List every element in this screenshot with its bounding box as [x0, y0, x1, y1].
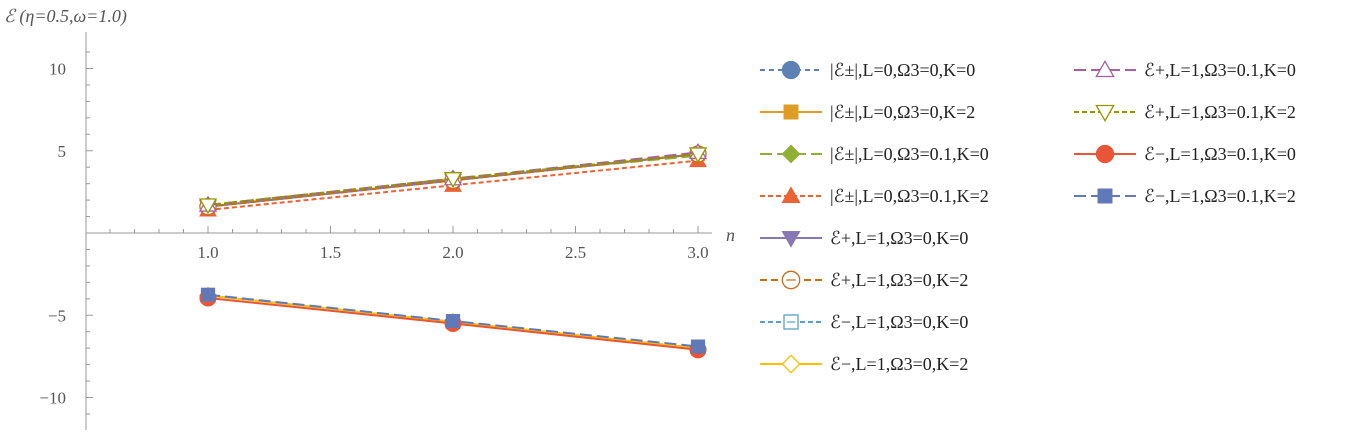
series-line	[207, 153, 699, 207]
legend-label: ℰ+,L=1,Ω3=0,K=0	[830, 228, 968, 248]
series-12	[201, 287, 705, 354]
legend-label: ℰ−,L=1,Ω3=0,K=0	[830, 312, 968, 332]
legend-swatch-marker	[1097, 188, 1113, 204]
x-axis-title: n	[726, 225, 735, 245]
series-10	[198, 147, 708, 215]
legend-item: ℰ+,L=1,Ω3=0.1,K=2	[1074, 102, 1296, 122]
data-point	[198, 198, 218, 215]
legend-label: ℰ−,L=1,Ω3=0.1,K=0	[1144, 144, 1296, 164]
legend: |ℰ±|,L=0,Ω3=0,K=0 |ℰ±|,L=0,Ω3=0,K=2 |ℰ±|,L…	[760, 60, 1296, 374]
axes: 1.0 1.5 2.0 2.5 3.0 10 5 −5 −10 n ℰ (η=0.5,ω=1.…	[4, 6, 735, 430]
x-tick-label: 1.5	[320, 243, 341, 262]
legend-swatch-marker	[1095, 60, 1115, 78]
legend-item: ℰ−,L=1,Ω3=0,K=0	[760, 312, 968, 332]
legend-item: ℰ−,L=1,Ω3=0,K=2	[760, 354, 968, 374]
y-tick-label: −5	[48, 306, 66, 325]
legend-label: |ℰ±|,L=0,Ω3=0.1,K=0	[830, 144, 989, 164]
x-tick-label: 2.0	[442, 243, 463, 262]
legend-label: |ℰ±|,L=0,Ω3=0.1,K=2	[830, 186, 989, 206]
legend-label: ℰ+,L=1,Ω3=0,K=2	[830, 270, 968, 290]
x-tick-label: 1.0	[197, 243, 218, 262]
data-point	[446, 314, 460, 329]
legend-item: ℰ+,L=1,Ω3=0.1,K=0	[1074, 60, 1296, 80]
legend-item: ℰ+,L=1,Ω3=0,K=2	[760, 270, 968, 290]
legend-item: ℰ−,L=1,Ω3=0.1,K=0	[1074, 144, 1296, 164]
legend-swatch-marker	[783, 104, 799, 120]
legend-item: |ℰ±|,L=0,Ω3=0,K=0	[760, 60, 975, 80]
x-tick-label: 3.0	[687, 243, 708, 262]
legend-item: ℰ−,L=1,Ω3=0.1,K=2	[1074, 186, 1296, 206]
x-ticks: 1.0 1.5 2.0 2.5 3.0	[109, 226, 709, 262]
data-point	[443, 172, 463, 189]
legend-item: |ℰ±|,L=0,Ω3=0,K=2	[760, 102, 975, 122]
series-line	[207, 159, 699, 211]
y-ticks: 10 5 −5 −10	[39, 51, 93, 415]
legend-label: |ℰ±|,L=0,Ω3=0,K=2	[830, 102, 975, 122]
legend-swatch-marker	[781, 186, 801, 204]
data-point	[688, 147, 708, 164]
legend-item: ℰ+,L=1,Ω3=0,K=0	[760, 228, 968, 248]
legend-swatch-marker	[1095, 144, 1115, 164]
plot-series	[198, 143, 708, 359]
y-tick-label: −10	[39, 389, 66, 408]
legend-swatch-marker	[1095, 104, 1115, 122]
legend-swatch-marker	[781, 144, 801, 164]
data-point	[691, 339, 705, 354]
data-point	[201, 287, 215, 302]
legend-swatch-marker	[781, 270, 801, 290]
legend-label: |ℰ±|,L=0,Ω3=0,K=0	[830, 60, 975, 80]
legend-label: ℰ+,L=1,Ω3=0.1,K=2	[1144, 102, 1296, 122]
x-tick-label: 2.5	[565, 243, 586, 262]
legend-swatch-marker	[783, 314, 799, 330]
legend-swatch-marker	[781, 60, 801, 80]
legend-swatch-marker	[781, 354, 801, 374]
y-tick-label: 5	[58, 142, 67, 161]
legend-item: |ℰ±|,L=0,Ω3=0.1,K=2	[760, 186, 989, 206]
y-axis-title: ℰ (η=0.5,ω=1.0)	[4, 6, 127, 27]
y-tick-label: 10	[49, 60, 66, 79]
legend-label: ℰ+,L=1,Ω3=0.1,K=0	[1144, 60, 1296, 80]
legend-label: ℰ−,L=1,Ω3=0.1,K=2	[1144, 186, 1296, 206]
legend-item: |ℰ±|,L=0,Ω3=0.1,K=0	[760, 144, 989, 164]
legend-swatch-marker	[781, 230, 801, 248]
legend-label: ℰ−,L=1,Ω3=0,K=2	[830, 354, 968, 374]
